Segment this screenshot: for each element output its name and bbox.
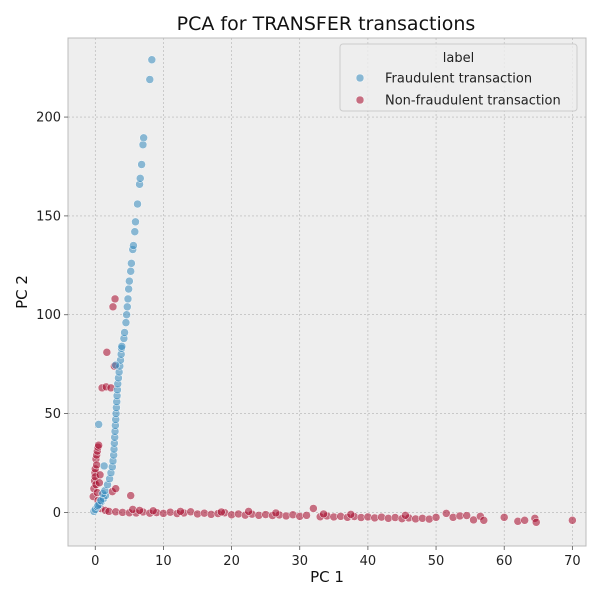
legend-title: label bbox=[443, 51, 474, 66]
x-tick-label: 40 bbox=[360, 554, 377, 569]
legend-marker-non-fraudulent-transaction bbox=[355, 95, 365, 105]
point-fraudulent-transaction bbox=[139, 133, 148, 143]
legend-label-non-fraudulent-transaction: Non-fraudulent transaction bbox=[385, 94, 561, 109]
point-non-fraudulent-transaction bbox=[431, 513, 441, 522]
point-non-fraudulent-transaction bbox=[401, 511, 410, 520]
point-non-fraudulent-transaction bbox=[531, 518, 541, 527]
point-fraudulent-transaction bbox=[133, 199, 142, 209]
point-non-fraudulent-transaction bbox=[95, 470, 105, 480]
point-non-fraudulent-transaction bbox=[148, 506, 158, 516]
point-fraudulent-transaction bbox=[145, 75, 155, 84]
y-axis-label: PC 2 bbox=[13, 275, 31, 309]
point-non-fraudulent-transaction bbox=[135, 506, 144, 515]
point-fraudulent-transaction bbox=[124, 284, 133, 294]
point-non-fraudulent-transaction bbox=[271, 508, 281, 518]
point-fraudulent-transaction bbox=[126, 266, 135, 276]
x-axis-label: PC 1 bbox=[310, 568, 344, 586]
y-tick-label: 150 bbox=[36, 209, 61, 224]
point-non-fraudulent-transaction bbox=[102, 348, 112, 357]
point-non-fraudulent-transaction bbox=[479, 516, 489, 525]
point-non-fraudulent-transaction bbox=[309, 504, 318, 513]
axis-ticks: 0 10 20 30 40 50 60 70 0 50 100 150 200 bbox=[36, 111, 580, 569]
point-fraudulent-transaction bbox=[123, 294, 133, 304]
x-tick-label: 70 bbox=[564, 554, 581, 569]
point-fraudulent-transaction bbox=[120, 328, 129, 337]
point-non-fraudulent-transaction bbox=[94, 440, 103, 450]
y-tick-label: 50 bbox=[44, 407, 61, 422]
point-non-fraudulent-transaction bbox=[520, 516, 529, 525]
x-tick-label: 60 bbox=[496, 554, 513, 569]
point-non-fraudulent-transaction bbox=[244, 507, 253, 516]
point-non-fraudulent-transaction bbox=[568, 516, 577, 525]
point-fraudulent-transaction bbox=[131, 217, 140, 227]
grid-lines bbox=[68, 38, 586, 546]
point-non-fraudulent-transaction bbox=[469, 515, 478, 525]
y-tick-label: 0 bbox=[53, 506, 61, 521]
legend-box bbox=[339, 43, 578, 112]
point-fraudulent-transaction bbox=[135, 174, 145, 183]
legend-label-fraudulent-transaction: Fraudulent transaction bbox=[385, 72, 532, 87]
legend: label Fraudulent transaction Non-fraudule… bbox=[339, 43, 578, 112]
data-points bbox=[88, 55, 577, 527]
point-non-fraudulent-transaction bbox=[499, 513, 509, 522]
point-non-fraudulent-transaction bbox=[111, 484, 120, 493]
point-fraudulent-transaction bbox=[99, 461, 109, 471]
chart-title: PCA for TRANSFER transactions bbox=[177, 13, 476, 35]
y-tick-label: 100 bbox=[36, 308, 61, 323]
x-tick-label: 20 bbox=[223, 554, 240, 569]
point-fraudulent-transaction bbox=[122, 310, 131, 319]
point-fraudulent-transaction bbox=[94, 420, 103, 429]
point-non-fraudulent-transaction bbox=[110, 294, 120, 304]
point-fraudulent-transaction bbox=[121, 318, 131, 327]
y-tick-label: 200 bbox=[36, 111, 61, 126]
point-fraudulent-transaction bbox=[130, 227, 140, 236]
x-tick-label: 10 bbox=[155, 554, 172, 569]
point-non-fraudulent-transaction bbox=[302, 511, 311, 520]
point-non-fraudulent-transaction bbox=[442, 509, 451, 518]
point-non-fraudulent-transaction bbox=[217, 507, 226, 517]
point-non-fraudulent-transaction bbox=[346, 510, 356, 519]
x-tick-label: 50 bbox=[428, 554, 445, 569]
plot-area bbox=[67, 37, 587, 547]
point-fraudulent-transaction bbox=[147, 55, 157, 64]
point-fraudulent-transaction bbox=[137, 160, 146, 169]
point-non-fraudulent-transaction bbox=[126, 491, 135, 500]
point-fraudulent-transaction bbox=[125, 276, 134, 286]
point-fraudulent-transaction bbox=[129, 241, 138, 250]
x-tick-label: 30 bbox=[291, 554, 308, 569]
point-fraudulent-transaction bbox=[127, 259, 136, 268]
x-tick-label: 0 bbox=[91, 554, 99, 569]
point-non-fraudulent-transaction bbox=[319, 509, 328, 519]
point-non-fraudulent-transaction bbox=[95, 478, 104, 487]
point-fraudulent-transaction bbox=[111, 360, 120, 370]
point-non-fraudulent-transaction bbox=[108, 302, 118, 312]
point-non-fraudulent-transaction bbox=[92, 460, 101, 470]
legend-marker-fraudulent-transaction bbox=[355, 73, 365, 83]
point-fraudulent-transaction bbox=[117, 342, 127, 351]
point-non-fraudulent-transaction bbox=[462, 511, 471, 520]
point-non-fraudulent-transaction bbox=[176, 507, 185, 516]
point-fraudulent-transaction bbox=[123, 302, 132, 312]
legend-items: Fraudulent transaction Non-fraudulent tra… bbox=[355, 72, 561, 109]
